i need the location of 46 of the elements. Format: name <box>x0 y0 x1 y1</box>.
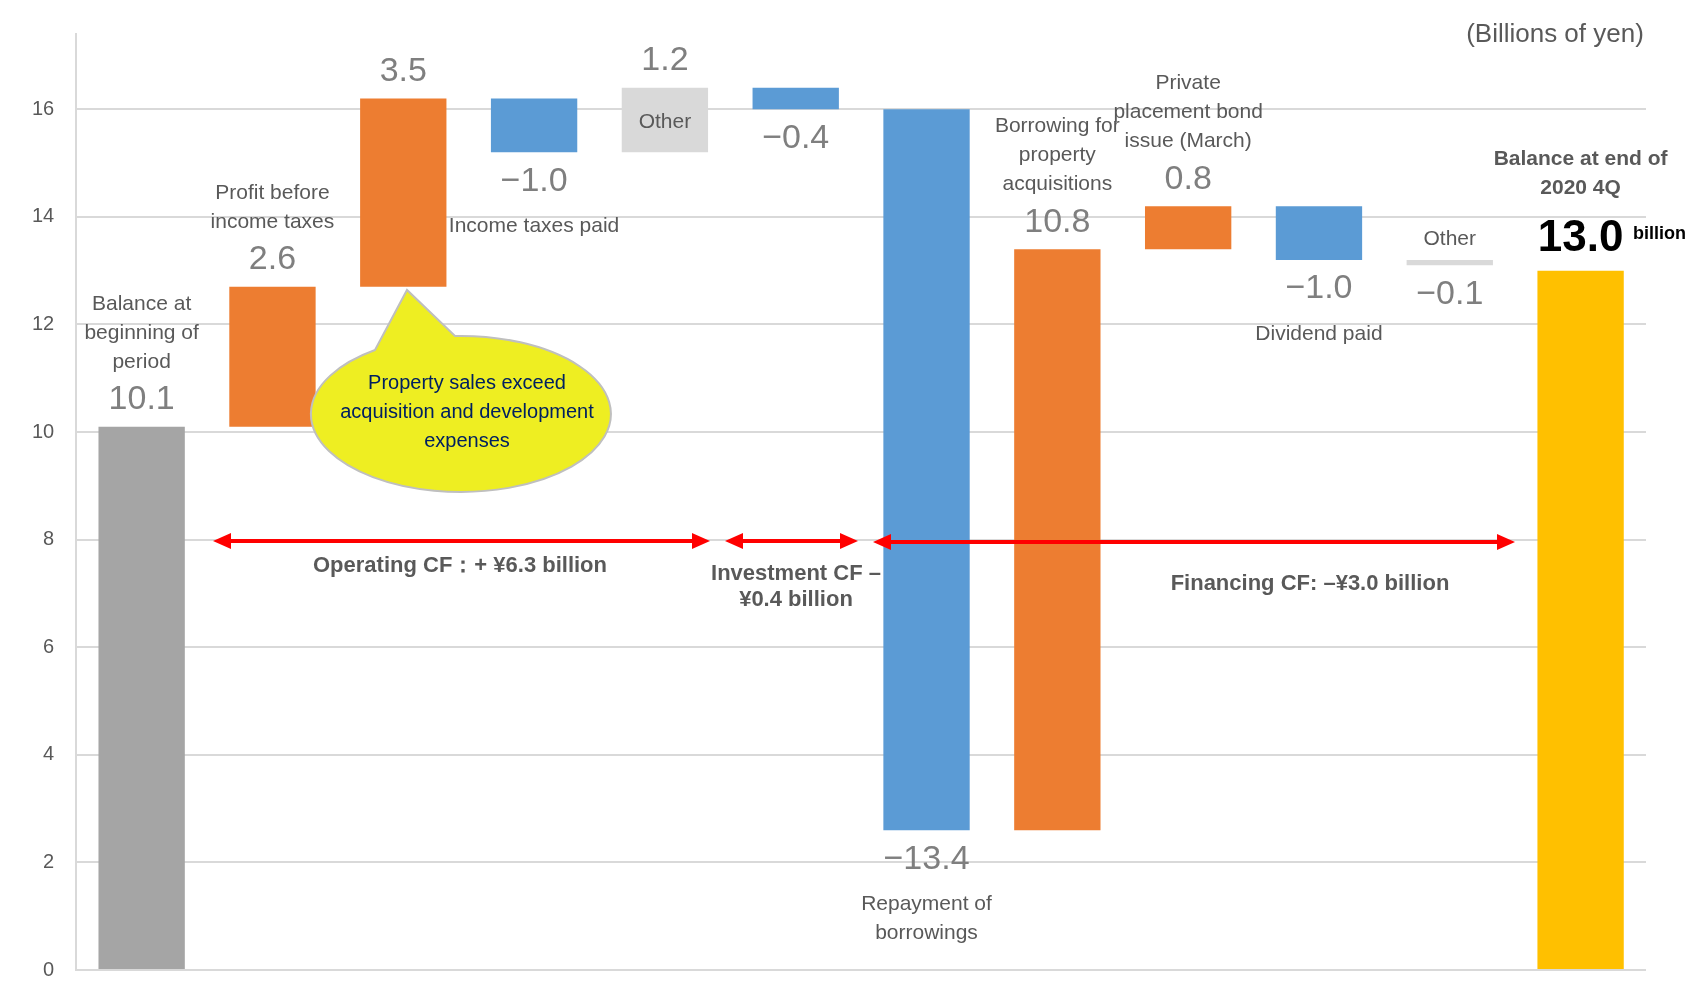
annotation: (Billions of yen) <box>1465 18 1645 49</box>
x-tick-label: Balance at end of 2020 4Q <box>1492 144 1669 200</box>
x-tick-label: Dividend paid <box>1254 319 1384 346</box>
annotation: Property sales exceed acquisition and development expenses <box>339 370 595 453</box>
data-label: 10.8 <box>1024 200 1091 239</box>
annotation: Investment CF –¥0.4 billion <box>711 560 881 612</box>
x-tick-label: Profit before income taxes <box>209 178 336 234</box>
data-label: 3.5 <box>379 49 427 88</box>
y-tick-label: 0 <box>43 957 55 980</box>
x-tick-label: Income taxes paid <box>447 212 621 239</box>
x-tick-label: Repayment of borrowings <box>860 890 993 946</box>
bar <box>490 98 578 153</box>
bar <box>752 87 839 110</box>
bar <box>98 426 185 969</box>
bar <box>883 109 970 831</box>
y-tick-label: 16 <box>32 96 55 119</box>
data-label: 1.2 <box>641 39 689 78</box>
y-tick-label: 10 <box>32 419 55 442</box>
annotation: Operating CF：+ ¥6.3 billion <box>312 551 608 579</box>
data-label: −0.1 <box>1416 272 1484 311</box>
bar <box>1275 206 1363 260</box>
y-tick-label: 6 <box>43 634 55 657</box>
bar <box>1014 249 1101 831</box>
data-label: −0.4 <box>762 116 830 155</box>
data-label: −13.4 <box>883 837 970 876</box>
bar <box>1144 206 1232 250</box>
data-label: −1.0 <box>500 159 568 198</box>
bar <box>360 98 447 287</box>
y-tick-label: 2 <box>43 849 55 872</box>
y-tick-label: 8 <box>43 527 55 550</box>
y-tick-label: 4 <box>43 742 55 765</box>
data-label: −1.0 <box>1285 267 1353 306</box>
x-tick-label: Other <box>1422 224 1478 251</box>
annotation: billion <box>1633 223 1687 244</box>
x-tick-label: Balance at beginning of period <box>83 289 200 374</box>
data-label: 0.8 <box>1164 157 1212 196</box>
y-tick-label: 14 <box>32 204 55 227</box>
bar <box>229 286 316 427</box>
bar <box>1537 270 1624 969</box>
data-label: 10.1 <box>108 378 175 417</box>
bar <box>1406 259 1493 266</box>
y-tick-label: 12 <box>32 312 55 334</box>
annotation: Financing CF: –¥3.0 billion <box>1169 570 1451 596</box>
x-tick-label: Other <box>637 107 693 134</box>
data-label: 13.0 <box>1537 210 1624 260</box>
data-label: 2.6 <box>248 238 297 277</box>
